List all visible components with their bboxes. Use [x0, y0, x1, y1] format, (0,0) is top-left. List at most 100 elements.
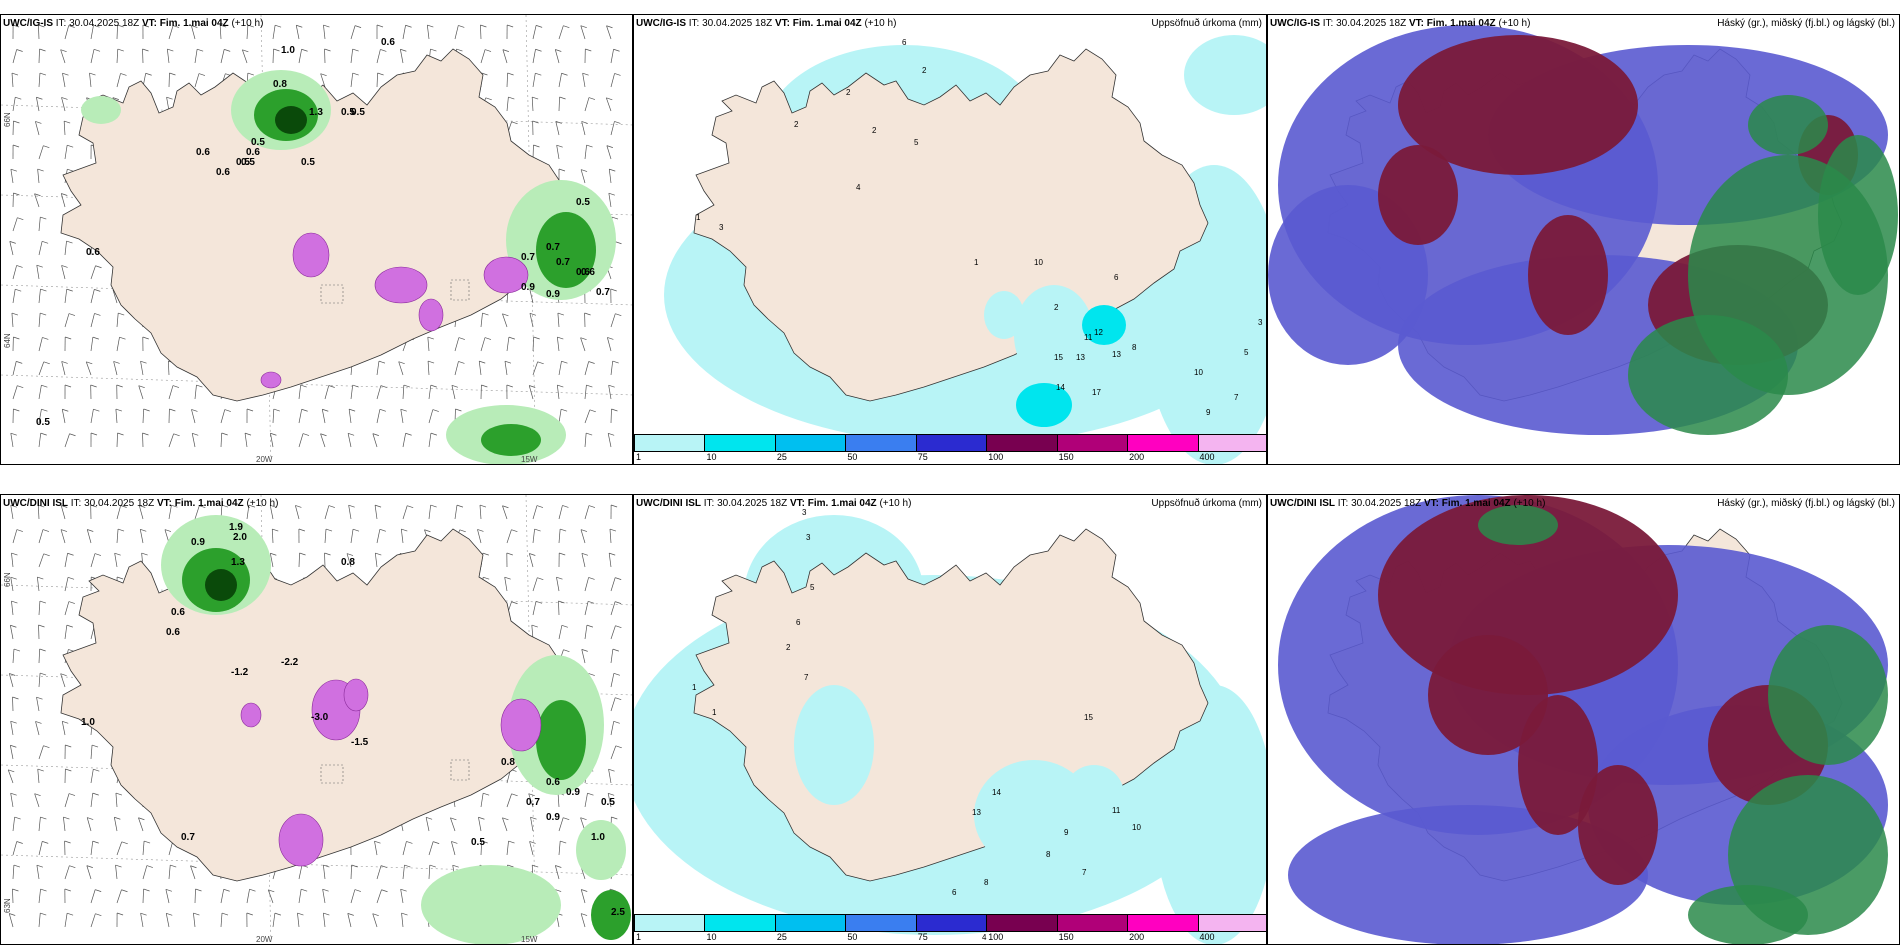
- value-label: 3: [719, 223, 724, 232]
- wind-barb-flag: [40, 312, 47, 316]
- wind-barb: [608, 553, 612, 568]
- wind-barb-flag: [17, 385, 24, 388]
- wind-barb-flag: [504, 576, 511, 580]
- wind-barb-flag: [588, 673, 595, 676]
- wind-barb: [116, 337, 120, 352]
- wind-barb: [529, 313, 534, 328]
- wind-barb: [36, 577, 40, 592]
- wind-barb: [36, 97, 40, 112]
- snow-area: [240, 702, 262, 728]
- colorbar-segment: [1197, 434, 1266, 452]
- wind-barb-flag: [430, 384, 437, 388]
- wind-barb-flag: [430, 504, 437, 508]
- wind-barb: [554, 49, 560, 64]
- wind-barb-flag: [614, 121, 621, 124]
- iceland-landmass: [60, 48, 576, 402]
- wind-barb: [64, 433, 70, 448]
- wind-barb-flag: [432, 409, 439, 412]
- wind-barb-flag: [459, 529, 466, 533]
- wind-barb-flag: [13, 648, 21, 652]
- wind-barb-flag: [352, 384, 359, 388]
- wind-barb: [348, 505, 352, 520]
- wind-barb: [400, 529, 404, 544]
- rain-area: [421, 865, 561, 944]
- wind-barb-flag: [612, 648, 619, 652]
- wind-barb-flag: [67, 577, 75, 580]
- wind-barb: [400, 409, 404, 424]
- wind-barb-flag: [172, 25, 180, 28]
- wind-barb-flag: [348, 504, 355, 508]
- wind-barb: [610, 673, 615, 688]
- wind-barb-flag: [611, 816, 618, 820]
- wind-barb: [607, 337, 612, 352]
- wind-barb: [12, 289, 16, 304]
- wind-barb: [220, 409, 226, 424]
- wind-barb-flag: [372, 433, 379, 436]
- colorbar-segment: [704, 914, 776, 932]
- wind-barb-flag: [614, 73, 621, 76]
- wind-barb: [348, 409, 352, 424]
- wind-barb: [142, 888, 144, 904]
- wind-barb: [530, 817, 534, 832]
- wind-barb: [38, 841, 43, 856]
- wind-barb-flag: [458, 25, 465, 28]
- wind-barb-flag: [507, 864, 514, 868]
- panel-header: UWC/IG-IS IT: 30.04.2025 18Z VT: Fim. 1.…: [3, 18, 264, 29]
- wind-barb-flag: [43, 145, 50, 149]
- wind-barb-flag: [352, 72, 359, 76]
- wind-barb: [558, 409, 562, 424]
- wind-barb: [504, 361, 508, 376]
- wind-barb: [35, 121, 40, 136]
- wind-barb: [10, 433, 14, 448]
- wind-barb: [580, 529, 586, 544]
- wind-barb: [298, 889, 302, 904]
- wind-barb-flag: [585, 48, 592, 52]
- wind-barb: [582, 73, 586, 88]
- wind-barb-flag: [141, 552, 148, 556]
- wind-barb: [320, 433, 326, 448]
- wind-barb: [220, 49, 225, 64]
- wind-barb-flag: [298, 528, 306, 532]
- wind-barb-flag: [615, 313, 622, 317]
- wind-barb-flag: [508, 96, 515, 100]
- wind-barb-flag: [301, 48, 308, 52]
- wind-barb-flag: [426, 816, 433, 820]
- wind-barb: [89, 73, 92, 88]
- wind-barb-flag: [427, 24, 434, 28]
- wind-barb-flag: [166, 912, 173, 916]
- wind-barb-flag: [92, 336, 99, 340]
- colorbar-segment: [915, 434, 988, 452]
- high-cloud-area: [1578, 765, 1658, 885]
- wind-barb-flag: [40, 432, 47, 436]
- colorbar-tick-label: 100: [988, 932, 1004, 942]
- wind-barb: [62, 73, 66, 88]
- wind-barb-flag: [535, 48, 542, 52]
- precip-area: [1082, 305, 1126, 345]
- value-label: 0.9: [546, 812, 560, 823]
- value-label: 2: [872, 126, 877, 135]
- panel-top-left: UWC/IG-IS IT: 30.04.2025 18Z VT: Fim. 1.…: [0, 14, 633, 465]
- wind-barb-flag: [502, 817, 509, 821]
- wind-barb: [529, 841, 534, 856]
- wind-barb: [558, 841, 561, 856]
- wind-barb: [36, 697, 40, 712]
- wind-barb: [64, 145, 68, 160]
- lon-label-20w: 20W: [256, 935, 273, 944]
- wind-barb: [398, 361, 404, 376]
- value-label: 2: [786, 643, 791, 652]
- wind-barb: [64, 601, 70, 616]
- wind-barb-flag: [12, 888, 19, 892]
- wind-barb-flag: [480, 24, 487, 28]
- wind-barb-flag: [170, 864, 177, 868]
- wind-barb: [454, 25, 459, 40]
- wind-barb: [37, 169, 40, 184]
- value-label: 0.5: [236, 157, 250, 168]
- lon-label-15w: 15W: [521, 935, 538, 944]
- wind-barb-flag: [606, 97, 613, 101]
- precip-area: [1064, 765, 1124, 825]
- wind-barb: [114, 817, 118, 832]
- wind-barb-flag: [61, 193, 68, 196]
- wind-barb-flag: [430, 48, 437, 52]
- wind-barb-flag: [40, 888, 47, 892]
- wind-barb-flag: [140, 528, 147, 532]
